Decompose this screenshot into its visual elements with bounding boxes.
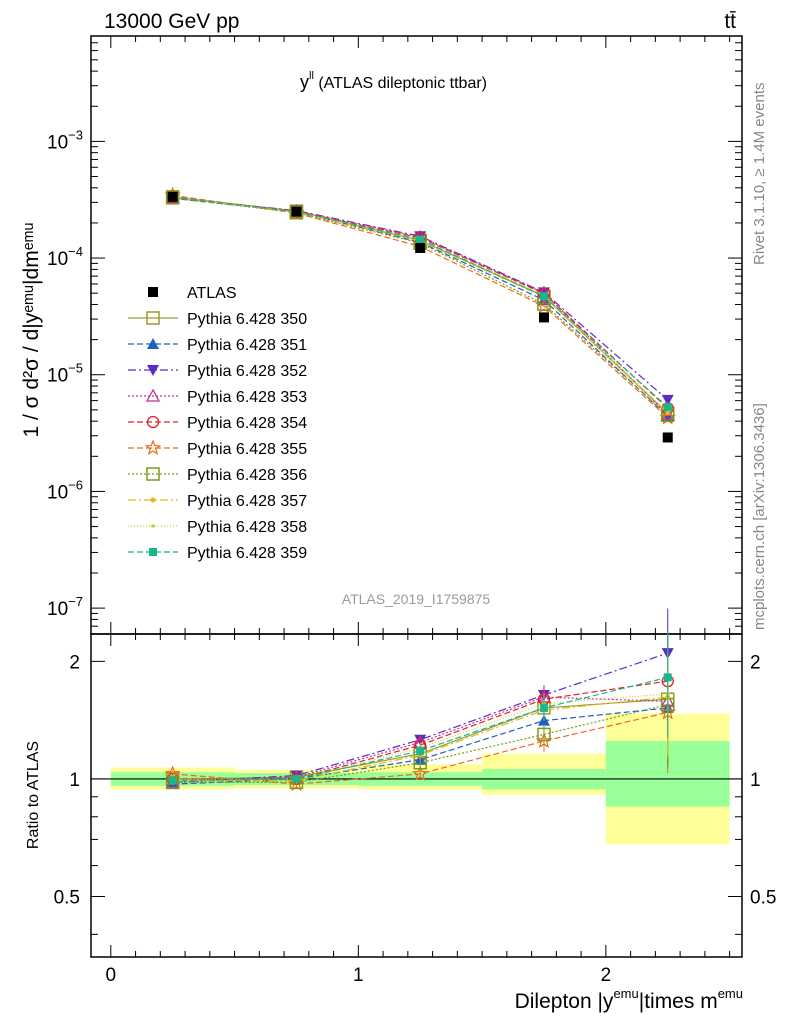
legend-label: Pythia 6.428 351 <box>187 337 307 354</box>
legend-label: Pythia 6.428 354 <box>187 415 307 432</box>
ratio-point <box>663 673 672 682</box>
ratio-series-line <box>172 696 668 782</box>
y-axis-label: 1 / σ d²σ / d|yᵉᵐᵘ|dmᵉᵐᵘ <box>20 222 43 437</box>
legend-marker <box>151 524 155 528</box>
ratio-series-line <box>172 676 668 782</box>
ratio-tick-label-left: 1 <box>69 770 80 791</box>
legend-marker <box>146 467 160 481</box>
legend-label: Pythia 6.428 358 <box>187 519 307 536</box>
series-point <box>661 394 674 406</box>
series-point <box>539 292 548 301</box>
legend-label: Pythia 6.428 352 <box>187 363 307 380</box>
ratio-frame <box>90 633 743 958</box>
data-point <box>538 312 549 323</box>
data-point <box>662 432 673 443</box>
legend-marker <box>145 388 161 402</box>
legend-marker <box>144 439 162 456</box>
y-tick-mantissa: 10 <box>47 599 68 620</box>
y-tick-exponent: −6 <box>68 477 83 492</box>
series-point <box>663 403 672 412</box>
y-tick-exponent: −7 <box>68 594 83 609</box>
ratio-point <box>168 776 177 785</box>
series-line <box>172 194 669 419</box>
y-tick-label: 10−7 <box>47 594 83 620</box>
mcplots-label: mcplots.cern.ch [arXiv:1306.3436] <box>751 403 768 630</box>
series-point <box>416 235 425 244</box>
legend-marker <box>147 365 159 376</box>
chart-title-rest: (ATLAS dileptonic ttbar) <box>314 75 487 92</box>
series-point <box>665 410 670 414</box>
y-tick-exponent: −4 <box>68 244 83 259</box>
ratio-point <box>292 774 301 783</box>
y-tick-mantissa: 10 <box>47 366 68 387</box>
y-tick-label: 10−5 <box>47 361 83 387</box>
series-line <box>172 196 669 415</box>
ratio-point <box>416 746 425 755</box>
ratio-point <box>537 727 551 742</box>
legend-label: ATLAS <box>187 285 237 302</box>
x-axis-label-part2: |times m <box>639 990 718 1013</box>
legend-marker <box>147 338 159 349</box>
ratio-panel: 0 1 2 0.5 0.5 1 1 2 2 <box>54 608 776 986</box>
chart-title: yll (ATLAS dileptonic ttbar) <box>300 70 487 92</box>
series-point <box>660 406 675 420</box>
legend-marker <box>149 548 157 556</box>
legend-marker <box>146 415 160 429</box>
legend-label: Pythia 6.428 356 <box>187 467 307 484</box>
legend-marker <box>148 287 158 297</box>
y-tick-exponent: −5 <box>68 361 83 376</box>
x-axis-label: Dilepton |yemu|times memu <box>515 986 743 1013</box>
y-tick-label: 10−4 <box>47 244 83 270</box>
x-tick-label: 2 <box>601 965 612 986</box>
energy-label: 13000 GeV pp <box>104 10 239 33</box>
legend-label: Pythia 6.428 350 <box>187 311 307 328</box>
ratio-point <box>539 703 548 712</box>
series-line <box>172 196 669 408</box>
ratio-tick-label-left: 0.5 <box>54 888 80 909</box>
ratio-axis-label: Ratio to ATLAS <box>25 741 42 849</box>
y-tick-mantissa: 10 <box>47 132 68 153</box>
y-tick-mantissa: 10 <box>47 249 68 270</box>
legend: ATLAS Pythia 6.428 350 Pythia 6.428 351 Pyt… <box>128 285 307 562</box>
chart-title-main: y <box>300 72 309 92</box>
x-axis-label-sup2: emu <box>718 986 743 1001</box>
series-line <box>172 196 669 414</box>
legend-label: Pythia 6.428 355 <box>187 441 307 458</box>
data-point <box>291 206 302 217</box>
x-tick-label: 0 <box>106 965 117 986</box>
data-point <box>167 191 178 202</box>
legend-label: Pythia 6.428 353 <box>187 389 307 406</box>
x-axis-label-part1: Dilepton |y <box>515 990 614 1013</box>
ratio-tick-label-left: 2 <box>69 652 80 673</box>
ratio-tick-label-right: 2 <box>750 652 761 673</box>
y-tick-label: 10−6 <box>47 477 83 503</box>
ratio-tick-label-right: 1 <box>750 770 761 791</box>
y-tick-label: 10−3 <box>47 127 83 153</box>
series-point <box>535 297 553 314</box>
ratio-tick-label-right: 0.5 <box>750 888 776 909</box>
process-label: tt̄ <box>724 10 736 33</box>
legend-label: Pythia 6.428 357 <box>187 493 307 510</box>
y-tick-exponent: −3 <box>68 127 83 142</box>
legend-label: Pythia 6.428 359 <box>187 545 307 562</box>
x-axis-label-sup1: emu <box>613 986 638 1001</box>
legend-marker <box>150 497 156 503</box>
legend-marker <box>146 311 160 325</box>
y-tick-mantissa: 10 <box>47 482 68 503</box>
x-tick-label: 1 <box>353 965 364 986</box>
chart-title-sup: ll <box>309 70 314 82</box>
data-point <box>415 242 426 253</box>
ratio-point <box>411 765 429 781</box>
main-panel: 10−710−610−510−410−3 <box>47 35 743 957</box>
rivet-version-label: Rivet 3.1.10, ≥ 1.4M events <box>751 83 768 266</box>
watermark: ATLAS_2019_I1759875 <box>342 591 491 607</box>
